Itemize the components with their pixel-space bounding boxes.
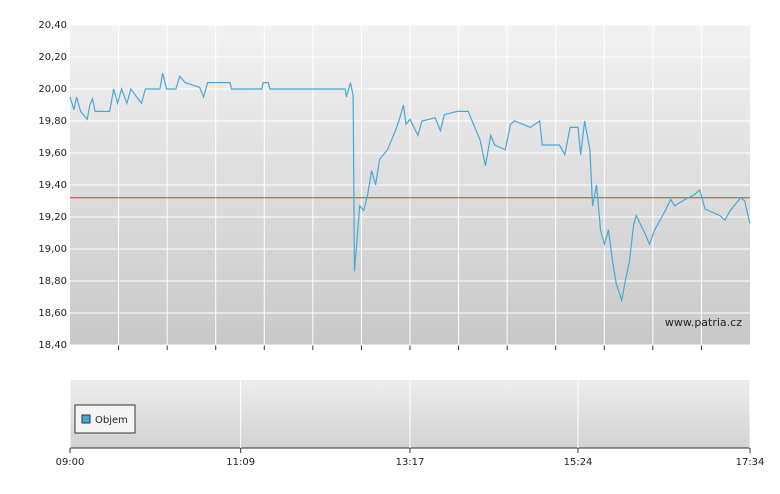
y-tick-label: 19,20: [38, 212, 67, 223]
x-tick-label: 15:24: [564, 457, 593, 468]
y-tick-label: 19,60: [38, 148, 67, 159]
y-tick-label: 20,20: [38, 52, 67, 63]
price-line: [69, 72, 751, 303]
x-tick-label: 11:09: [226, 457, 255, 468]
y-tick-label: 18,60: [38, 308, 67, 319]
y-tick-label: 18,80: [38, 276, 67, 287]
y-tick-label: 19,40: [38, 180, 67, 191]
y-tick-label: 19,80: [38, 116, 67, 127]
y-tick-label: 20,40: [38, 20, 67, 31]
x-tick-label: 09:00: [56, 457, 85, 468]
x-tick-label: 13:17: [396, 457, 425, 468]
y-tick-label: 18,40: [38, 340, 67, 351]
x-tick-label: 17:34: [736, 457, 765, 468]
y-tick-label: 20,00: [38, 84, 67, 95]
y-tick-label: 19,00: [38, 244, 67, 255]
watermark: www.patria.cz: [665, 316, 742, 329]
volume-legend-label: Objem: [95, 415, 128, 426]
volume-legend-swatch: [81, 414, 91, 424]
